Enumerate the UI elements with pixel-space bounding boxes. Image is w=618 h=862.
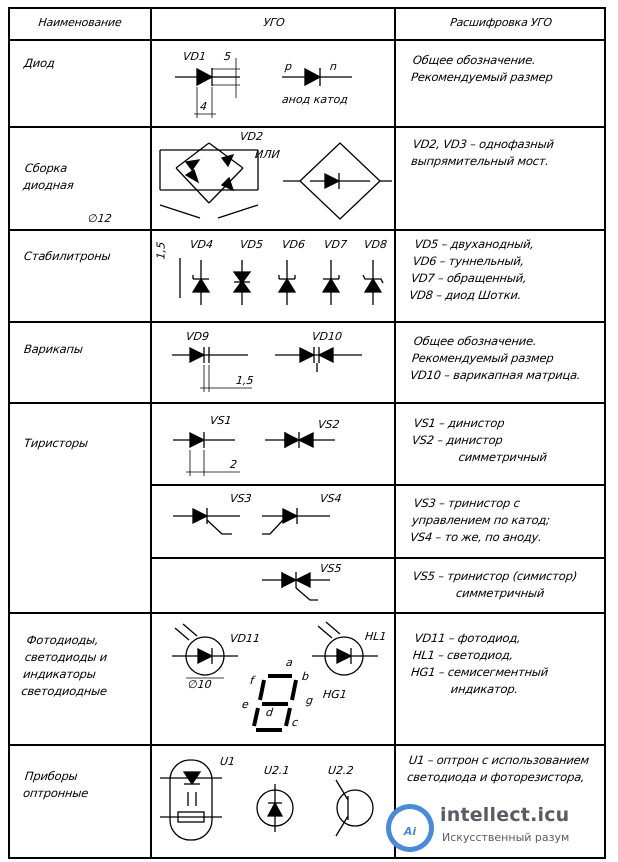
watermark-logo-text: Ai <box>403 825 417 838</box>
label-vd10: VD10 <box>311 330 343 343</box>
row-name-optocoupler: Приборы оптронные <box>22 769 89 800</box>
diode-bridge-alt-symbol <box>283 142 392 220</box>
watermark-subtitle: Искусственный разум <box>442 831 570 844</box>
label-seg-d: d <box>265 706 274 719</box>
thyristor-vs3-vs4-symbols <box>173 507 330 535</box>
diode-anode-cathode-symbol <box>282 67 352 87</box>
decoding-diode-assembly: VD2, VD3 – однофазный выпрямительный мос… <box>410 137 555 168</box>
label-vs3: VS3 <box>229 492 253 505</box>
table-grid <box>8 7 606 859</box>
decoding-thyristor-vs3-vs4: VS3 – тринистор с управлением по катод; … <box>409 496 551 544</box>
header-decoding: Расшифровка УГО <box>449 16 553 29</box>
label-vs4: VS4 <box>319 492 343 505</box>
label-seg-b: b <box>301 670 310 683</box>
header-name: Наименование <box>37 16 123 29</box>
label-dim-width: 4 <box>199 100 208 113</box>
label-vs1: VS1 <box>209 414 233 427</box>
label-u22: U2.2 <box>327 764 355 777</box>
label-seg-g: g <box>305 694 314 707</box>
photodiode-vd11-symbol <box>172 623 238 679</box>
row-name-optoelectronic: Фотодиоды, светодиоды и индикаторы свето… <box>20 633 108 698</box>
seven-segment-hg1-symbol <box>252 674 298 732</box>
watermark: Ai intellect.icu Искусственный разум <box>384 802 610 854</box>
label-seg-e: e <box>241 698 250 711</box>
label-hl1: HL1 <box>364 630 388 643</box>
label-hg1: HG1 <box>322 688 348 701</box>
label-vd8: VD8 <box>363 238 388 251</box>
decoding-optoelectronic: VD11 – фотодиод, HL1 – светодиод, HG1 – … <box>408 631 549 696</box>
row-name-diode: Диод <box>23 56 56 70</box>
label-dim-2: 2 <box>229 458 238 471</box>
label-vd1: VD1 <box>182 50 207 63</box>
label-vd6: VD6 <box>281 238 306 251</box>
decoding-optocoupler: U1 – оптрон с использованием светодиода … <box>406 753 590 784</box>
label-size-10: ∅10 <box>187 678 213 691</box>
decoding-zener: VD5 – двуханодный, VD6 – туннельный, VD7… <box>408 237 535 302</box>
label-u1: U1 <box>219 755 236 768</box>
label-p: p <box>284 60 293 73</box>
label-dim-1-5: 1,5 <box>154 241 168 260</box>
row-name-varicap: Варикапы <box>23 342 84 356</box>
label-dim-1-5-varicap: 1,5 <box>235 374 255 387</box>
label-seg-a: a <box>285 656 294 669</box>
diode-vd1-symbol <box>175 58 240 118</box>
label-vd4: VD4 <box>189 238 214 251</box>
label-vd5: VD5 <box>239 238 264 251</box>
header-ugo: УГО <box>262 16 286 29</box>
watermark-name: intellect.icu <box>440 804 570 826</box>
label-vd11: VD11 <box>229 632 261 645</box>
label-dim-height: 5 <box>223 50 232 63</box>
row-name-diode-assembly: Сборка диодная <box>22 161 75 192</box>
label-size-12: ∅12 <box>87 212 113 225</box>
watermark-logo-icon: Ai <box>386 804 434 852</box>
thyristor-vs1-vs2-symbols <box>173 431 335 476</box>
label-vs2: VS2 <box>317 418 341 431</box>
label-vd7: VD7 <box>323 238 348 251</box>
led-hl1-symbol <box>312 621 378 676</box>
optocoupler-u21-symbol <box>256 784 294 832</box>
optocoupler-u22-symbol <box>335 779 374 837</box>
varicap-symbols <box>172 346 362 392</box>
label-vd9: VD9 <box>185 330 210 343</box>
label-u21: U2.1 <box>263 764 291 777</box>
decoding-diode: Общее обозначение. Рекомендуемый размер <box>410 53 554 84</box>
label-anode-cathode: анод катод <box>281 93 349 106</box>
diode-bridge-symbol <box>159 142 259 219</box>
decoding-thyristor-vs5: VS5 – тринистор (симистор) симметричный <box>410 569 578 600</box>
optocoupler-u1-symbol <box>160 759 222 841</box>
label-n: n <box>329 60 338 73</box>
label-vd2: VD2 <box>239 130 264 143</box>
decoding-thyristor-vs1-vs2: VS1 – динистор VS2 – динистор симметричн… <box>409 416 548 464</box>
row-name-thyristor: Тиристоры <box>23 436 89 450</box>
label-or: ИЛИ <box>254 148 281 161</box>
zener-diodes-symbols <box>179 258 384 305</box>
decoding-varicap: Общее обозначение. Рекомендуемый размер … <box>409 334 582 382</box>
label-vs5: VS5 <box>319 562 343 575</box>
row-name-zener: Стабилитроны <box>23 249 112 263</box>
thyristor-vs5-symbol <box>262 571 330 601</box>
